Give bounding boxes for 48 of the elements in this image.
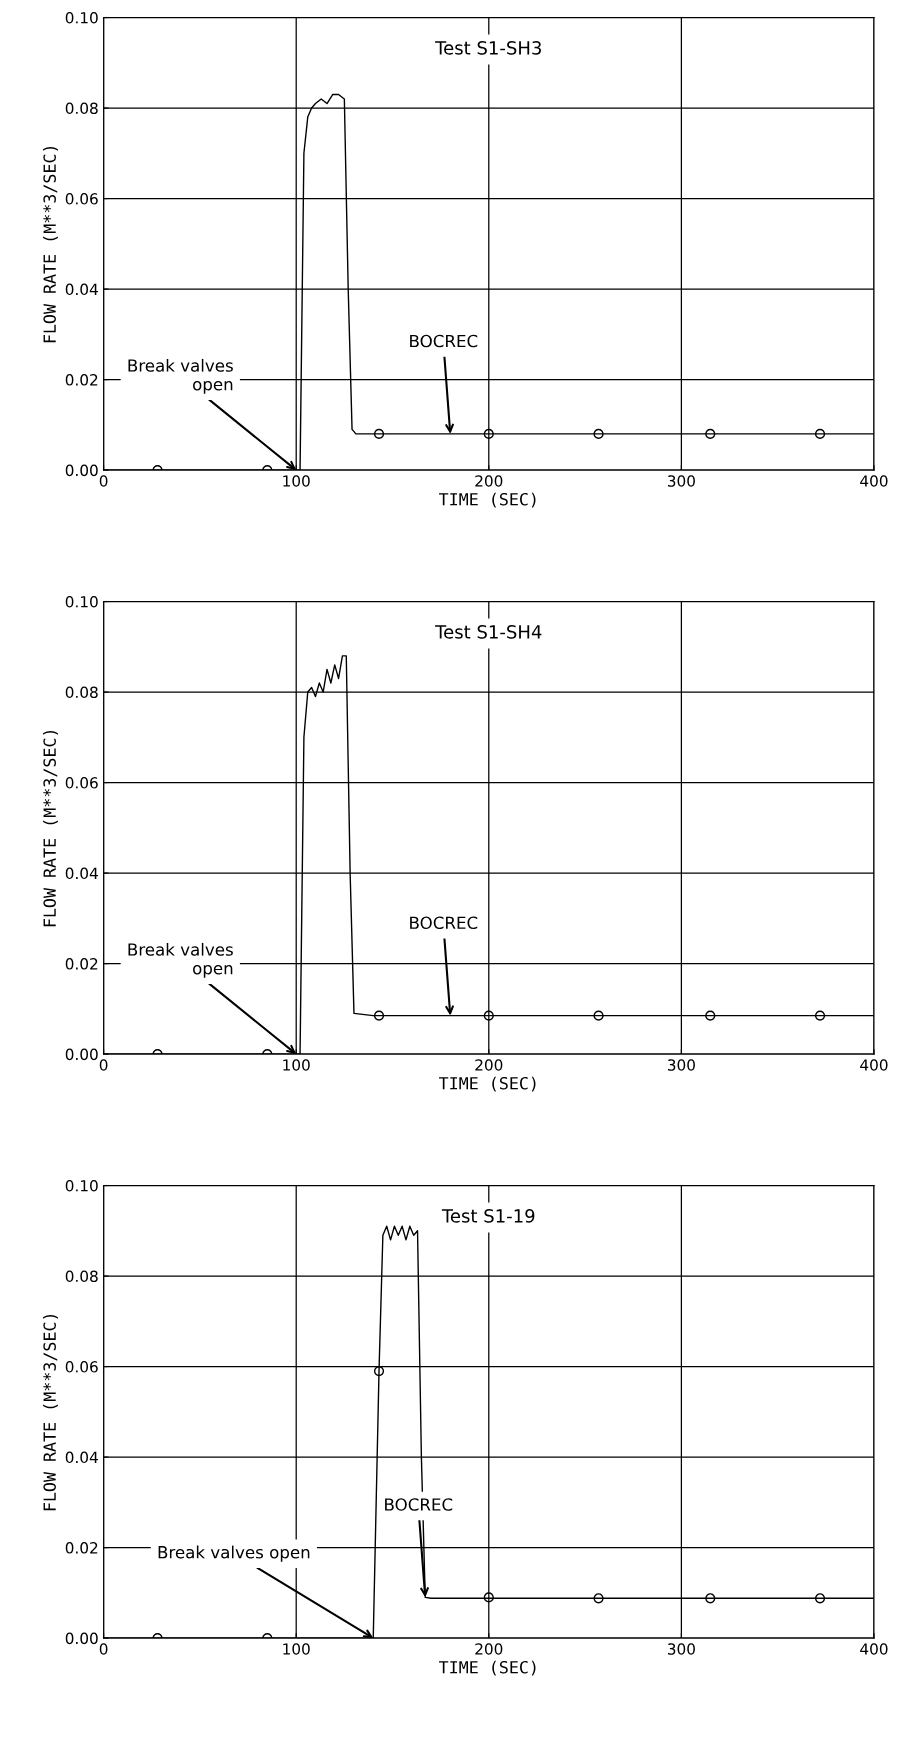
y-axis-title: FLOW RATE (M**3/SEC) [43,146,58,343]
annotation: Break valves open [158,1545,310,1562]
annotation: BOCREC [385,1498,453,1511]
y-tick-label: 0.10 [65,595,98,608]
y-tick-label: 0.08 [65,102,98,115]
y-tick-label: 0.04 [65,1451,98,1464]
x-axis-title: TIME (SEC) [439,492,536,508]
x-tick-label: 300 [667,1059,695,1071]
x-tick-label: 200 [475,475,503,487]
y-tick-label: 0.06 [65,193,98,205]
x-tick-label: 300 [667,1643,695,1655]
y-axis-title: FLOW RATE (M**3/SEC) [43,730,58,927]
x-tick-label: 200 [475,1059,503,1071]
y-tick-label: 0.02 [65,374,98,386]
x-tick-label: 100 [283,1643,310,1655]
y-tick-label: 0.00 [65,1048,98,1061]
y-tick-label: 0.06 [65,1361,98,1373]
annotation: Break valves open [128,942,233,978]
y-tick-label: 0.10 [65,1179,98,1192]
annotation: BOCREC [410,916,478,930]
x-tick-label: 300 [667,475,695,487]
y-tick-label: 0.00 [65,1632,98,1645]
x-tick-label: 0 [99,475,108,487]
y-tick-label: 0.04 [65,283,98,296]
x-tick-label: 400 [860,1643,888,1655]
text: Test S1-SH4 [435,625,542,639]
y-tick-label: 0.08 [65,686,98,699]
y-tick-label: 0.00 [65,464,98,477]
text: Test S1-19 [441,1209,535,1223]
x-tick-label: 100 [283,475,310,487]
y-tick-label: 0.04 [65,867,98,880]
y-tick-label: 0.02 [65,1542,98,1554]
annotation: Break valves open [128,358,233,394]
y-tick-label: 0.08 [65,1270,98,1283]
x-tick-label: 400 [860,1059,888,1071]
annotation: BOCREC [410,334,478,348]
x-axis-title: TIME (SEC) [439,1660,536,1676]
y-tick-label: 0.06 [65,777,98,789]
x-tick-label: 0 [99,1059,108,1071]
x-tick-label: 0 [99,1643,108,1655]
x-tick-label: 200 [475,1643,503,1655]
x-tick-label: 400 [860,475,888,487]
y-tick-label: 0.02 [65,958,98,970]
y-tick-label: 0.10 [65,11,98,24]
y-axis-title: FLOW RATE (M**3/SEC) [43,1314,58,1511]
text: Test S1-SH3 [435,41,541,55]
x-tick-label: 100 [283,1059,310,1071]
x-axis-title: TIME (SEC) [439,1076,536,1092]
